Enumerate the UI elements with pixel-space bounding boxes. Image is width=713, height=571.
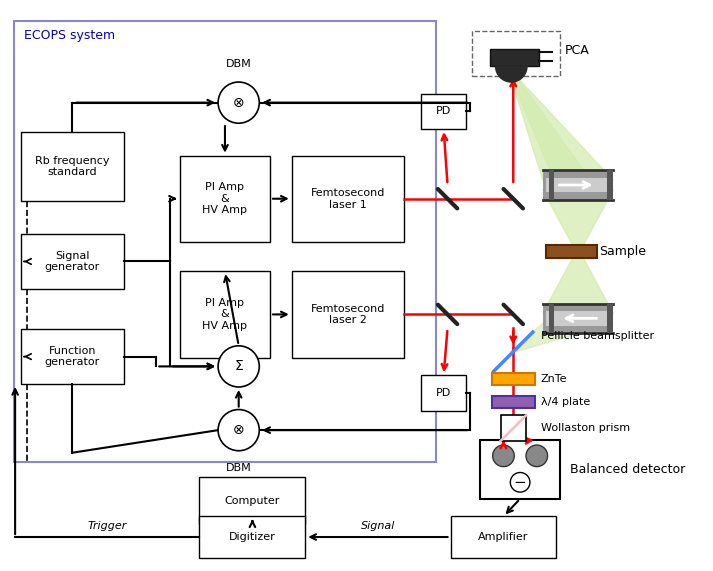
Bar <box>607 304 613 333</box>
Bar <box>21 234 124 289</box>
Bar <box>180 271 270 357</box>
Bar <box>543 170 613 200</box>
Polygon shape <box>511 323 613 352</box>
Polygon shape <box>511 76 613 180</box>
Polygon shape <box>543 190 613 252</box>
Text: PI Amp
&
HV Amp: PI Amp & HV Amp <box>202 182 247 215</box>
Circle shape <box>493 445 514 467</box>
Circle shape <box>218 346 260 387</box>
Bar <box>545 246 597 258</box>
Bar <box>607 170 613 200</box>
Polygon shape <box>496 66 527 82</box>
Bar <box>480 440 560 499</box>
Text: ⊗: ⊗ <box>233 95 245 110</box>
Text: ZnTe: ZnTe <box>540 374 568 384</box>
Text: DBM: DBM <box>226 464 252 473</box>
Bar <box>492 373 535 385</box>
Bar <box>21 329 124 384</box>
Bar <box>421 94 466 129</box>
Text: ⊗: ⊗ <box>233 423 245 437</box>
Bar <box>14 21 436 463</box>
Circle shape <box>511 472 530 492</box>
Text: −: − <box>514 475 526 490</box>
Text: PCA: PCA <box>564 44 589 57</box>
Text: DBM: DBM <box>226 59 252 69</box>
Text: Signal
generator: Signal generator <box>45 251 100 272</box>
Text: ECOPS system: ECOPS system <box>24 29 115 42</box>
Text: Amplifier: Amplifier <box>478 532 528 542</box>
Text: Σ: Σ <box>235 359 243 373</box>
Bar <box>292 155 404 242</box>
Text: PI Amp
&
HV Amp: PI Amp & HV Amp <box>202 298 247 331</box>
Text: Trigger: Trigger <box>88 521 127 531</box>
Polygon shape <box>511 76 597 190</box>
Bar <box>548 170 555 200</box>
Bar <box>451 516 556 558</box>
Bar <box>21 132 124 200</box>
Circle shape <box>526 445 548 467</box>
Bar <box>200 477 305 524</box>
Text: PD: PD <box>436 388 451 398</box>
Bar <box>472 31 560 76</box>
Text: Digitizer: Digitizer <box>229 532 276 542</box>
Bar <box>501 416 526 441</box>
Text: Function
generator: Function generator <box>45 346 100 367</box>
Circle shape <box>218 409 260 451</box>
Text: Wollaston prism: Wollaston prism <box>540 423 630 433</box>
Text: Computer: Computer <box>225 496 280 506</box>
Bar <box>548 304 555 333</box>
Text: Signal: Signal <box>361 521 395 531</box>
Text: Rb frequency
standard: Rb frequency standard <box>35 155 110 177</box>
Text: λ/4 plate: λ/4 plate <box>540 397 590 407</box>
Text: Balanced detector: Balanced detector <box>570 463 685 476</box>
Text: Sample: Sample <box>600 245 647 258</box>
Bar <box>490 49 539 66</box>
Bar <box>543 304 613 333</box>
Bar <box>545 178 610 192</box>
Bar <box>545 311 610 325</box>
Bar <box>292 271 404 357</box>
Polygon shape <box>543 252 613 313</box>
Text: PD: PD <box>436 106 451 116</box>
Bar <box>200 516 305 558</box>
Bar <box>492 396 535 408</box>
Bar <box>421 375 466 411</box>
Text: Pellicle beamsplitter: Pellicle beamsplitter <box>540 331 654 341</box>
Bar <box>180 155 270 242</box>
Text: Femtosecond
laser 2: Femtosecond laser 2 <box>311 304 385 325</box>
Circle shape <box>218 82 260 123</box>
Text: Femtosecond
laser 1: Femtosecond laser 1 <box>311 188 385 210</box>
